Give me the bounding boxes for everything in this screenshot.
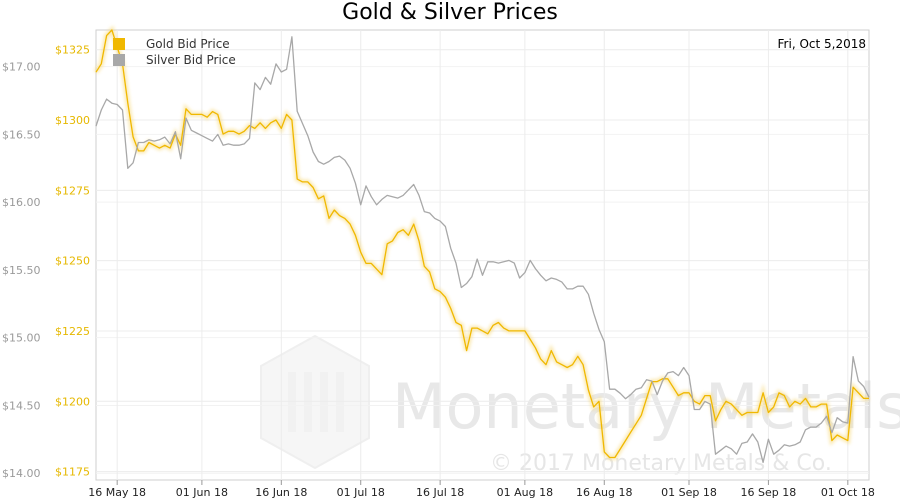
chart-title: Gold & Silver Prices [342,0,558,25]
silver-y-tick-label: $16.00 [2,196,41,209]
silver-price-line [95,36,870,464]
x-tick-label: 01 Sep 18 [661,486,717,499]
copyright-text: © 2017 Monetary Metals & Co. [490,451,832,476]
gold-y-tick-label: $1250 [55,255,90,268]
silver-y-tick-label: $16.50 [2,128,41,141]
silver-y-tick-label: $17.00 [2,61,41,74]
plot-frame [95,29,870,481]
legend-silver-swatch [113,54,125,66]
axes: $1175 $1200 $1225 $1250 $1275 $1300 $1325 $14.0… [2,44,875,499]
legend-gold-swatch [113,38,125,50]
series-layer [93,25,870,464]
x-tick-label: 16 May 18 [88,486,146,499]
gold-y-tick-label: $1175 [55,466,90,479]
gold-y-tick-label: $1275 [55,184,90,197]
gold-y-tick-label: $1200 [55,395,90,408]
grid [95,29,870,481]
legend: Gold Bid Price Silver Bid Price [113,37,236,67]
x-tick-label: 01 Aug 18 [497,486,553,499]
x-tick-label: 16 Jun 18 [255,486,307,499]
silver-y-tick-label: $15.50 [2,264,41,277]
watermark-logo-icon [260,334,370,470]
x-tick-label: 16 Sep 18 [741,486,797,499]
gold-y-tick-label: $1300 [55,114,90,127]
x-tick-label: 16 Aug 18 [576,486,632,499]
legend-silver-label: Silver Bid Price [146,53,236,67]
silver-y-tick-label: $14.00 [2,467,41,480]
gold-y-tick-label: $1325 [55,44,90,57]
legend-gold-label: Gold Bid Price [146,37,230,51]
gold-price-line [95,29,869,459]
x-tick-label: 01 Jul 18 [337,486,385,499]
silver-y-tick-label: $14.50 [2,399,41,412]
x-tick-label: 16 Jul 18 [416,486,464,499]
x-tick-label: 01 Jun 18 [176,486,228,499]
date-label: Fri, Oct 5,2018 [778,37,866,51]
x-tick-label: 01 Oct 18 [821,486,875,499]
silver-y-tick-label: $15.00 [2,332,41,345]
gold-y-tick-label: $1225 [55,325,90,338]
